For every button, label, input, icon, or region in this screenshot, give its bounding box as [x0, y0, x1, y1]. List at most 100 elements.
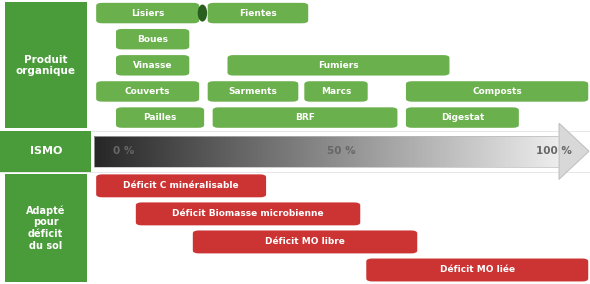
Bar: [431, 136, 432, 167]
Bar: [121, 136, 123, 167]
Bar: [525, 136, 527, 167]
Bar: [97, 136, 100, 167]
Text: Déficit MO libre: Déficit MO libre: [265, 237, 345, 247]
Bar: [437, 136, 439, 167]
Bar: [370, 136, 372, 167]
Bar: [254, 136, 256, 167]
Bar: [473, 136, 474, 167]
Bar: [415, 136, 417, 167]
FancyBboxPatch shape: [136, 202, 360, 225]
Bar: [514, 136, 516, 167]
Bar: [528, 136, 530, 167]
Bar: [376, 136, 379, 167]
Bar: [240, 136, 242, 167]
Bar: [192, 136, 194, 167]
Text: Couverts: Couverts: [125, 87, 171, 96]
Text: Marcs: Marcs: [321, 87, 351, 96]
Bar: [465, 136, 467, 167]
FancyBboxPatch shape: [96, 81, 199, 102]
FancyBboxPatch shape: [96, 3, 199, 23]
Bar: [172, 136, 174, 167]
Bar: [362, 136, 365, 167]
Bar: [141, 136, 143, 167]
Bar: [539, 136, 541, 167]
Bar: [5, 174, 87, 282]
Bar: [283, 136, 286, 167]
Bar: [117, 136, 120, 167]
Bar: [99, 136, 101, 167]
Bar: [214, 136, 216, 167]
Bar: [266, 136, 268, 167]
FancyBboxPatch shape: [228, 55, 450, 76]
Bar: [540, 136, 543, 167]
Bar: [320, 136, 323, 167]
Bar: [166, 136, 168, 167]
Bar: [444, 136, 447, 167]
Bar: [314, 136, 316, 167]
Bar: [480, 136, 482, 167]
Bar: [188, 136, 189, 167]
Bar: [531, 136, 533, 167]
Bar: [277, 136, 279, 167]
Bar: [104, 136, 106, 167]
Bar: [232, 136, 234, 167]
Bar: [147, 136, 149, 167]
Bar: [178, 136, 180, 167]
Bar: [483, 136, 486, 167]
Bar: [477, 136, 479, 167]
Bar: [176, 136, 179, 167]
Bar: [245, 136, 247, 167]
Bar: [135, 136, 137, 167]
Bar: [251, 136, 253, 167]
Bar: [558, 136, 560, 167]
Bar: [387, 136, 389, 167]
Bar: [150, 136, 152, 167]
Bar: [290, 136, 291, 167]
Bar: [372, 136, 374, 167]
Bar: [543, 136, 546, 167]
Bar: [517, 136, 519, 167]
Bar: [340, 136, 343, 167]
Bar: [468, 136, 470, 167]
Bar: [490, 136, 491, 167]
Polygon shape: [559, 124, 589, 179]
Bar: [156, 136, 159, 167]
Bar: [262, 136, 264, 167]
Bar: [409, 136, 411, 167]
Bar: [273, 136, 275, 167]
Bar: [164, 136, 166, 167]
Bar: [364, 136, 366, 167]
Text: Lisiers: Lisiers: [131, 9, 165, 18]
Bar: [412, 136, 414, 167]
Bar: [443, 136, 445, 167]
Bar: [195, 136, 197, 167]
Bar: [330, 136, 332, 167]
Bar: [206, 136, 208, 167]
Bar: [438, 136, 441, 167]
Bar: [379, 136, 382, 167]
Text: Vinasse: Vinasse: [133, 61, 172, 70]
Bar: [511, 136, 513, 167]
Bar: [399, 136, 402, 167]
Bar: [350, 136, 352, 167]
Bar: [424, 136, 427, 167]
Bar: [308, 136, 310, 167]
Bar: [500, 136, 503, 167]
Bar: [478, 136, 481, 167]
FancyBboxPatch shape: [116, 107, 204, 128]
Bar: [505, 136, 507, 167]
Text: Déficit MO liée: Déficit MO liée: [440, 266, 515, 274]
Bar: [552, 136, 553, 167]
FancyBboxPatch shape: [96, 174, 266, 197]
Bar: [109, 136, 110, 167]
Bar: [398, 136, 400, 167]
Bar: [163, 136, 165, 167]
Text: Fientes: Fientes: [239, 9, 277, 18]
Bar: [458, 136, 461, 167]
Bar: [519, 136, 521, 167]
Bar: [378, 136, 380, 167]
Bar: [353, 136, 355, 167]
Text: Composts: Composts: [472, 87, 522, 96]
Bar: [339, 136, 341, 167]
Bar: [198, 136, 201, 167]
